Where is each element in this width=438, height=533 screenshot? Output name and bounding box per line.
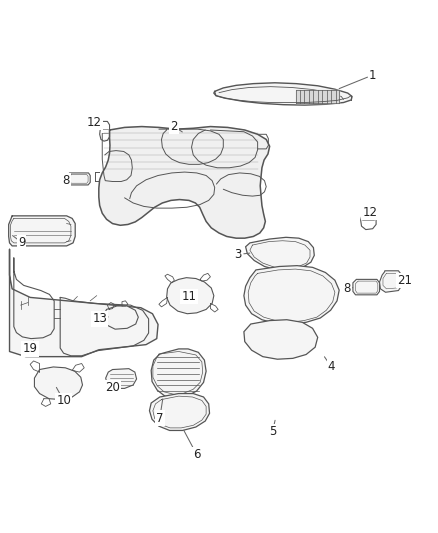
Polygon shape: [166, 278, 214, 314]
Text: 1: 1: [369, 69, 376, 82]
Polygon shape: [246, 237, 314, 270]
Text: 4: 4: [328, 360, 335, 374]
Polygon shape: [214, 83, 352, 105]
Text: 2: 2: [170, 120, 178, 133]
Text: 12: 12: [87, 116, 102, 129]
Text: 9: 9: [18, 236, 25, 249]
Polygon shape: [151, 349, 206, 398]
Text: 6: 6: [193, 448, 201, 461]
Polygon shape: [102, 306, 138, 329]
Text: 7: 7: [156, 411, 163, 424]
Polygon shape: [99, 126, 270, 238]
Polygon shape: [296, 90, 339, 102]
Text: 12: 12: [363, 206, 378, 219]
Text: 19: 19: [23, 342, 38, 356]
Text: 3: 3: [235, 248, 242, 261]
Text: 20: 20: [105, 381, 120, 394]
Polygon shape: [353, 279, 380, 295]
Polygon shape: [149, 393, 209, 431]
Polygon shape: [244, 265, 339, 324]
Polygon shape: [380, 271, 402, 292]
Text: 8: 8: [343, 282, 350, 295]
Text: 13: 13: [92, 312, 107, 325]
Text: 5: 5: [269, 425, 276, 438]
Polygon shape: [106, 369, 137, 389]
Polygon shape: [35, 367, 82, 400]
Text: 8: 8: [62, 174, 70, 187]
Polygon shape: [10, 249, 158, 357]
Polygon shape: [9, 216, 75, 246]
Polygon shape: [67, 173, 90, 185]
Text: 21: 21: [397, 274, 412, 287]
Polygon shape: [244, 320, 318, 359]
Text: 10: 10: [56, 394, 71, 407]
Text: 11: 11: [181, 290, 197, 303]
